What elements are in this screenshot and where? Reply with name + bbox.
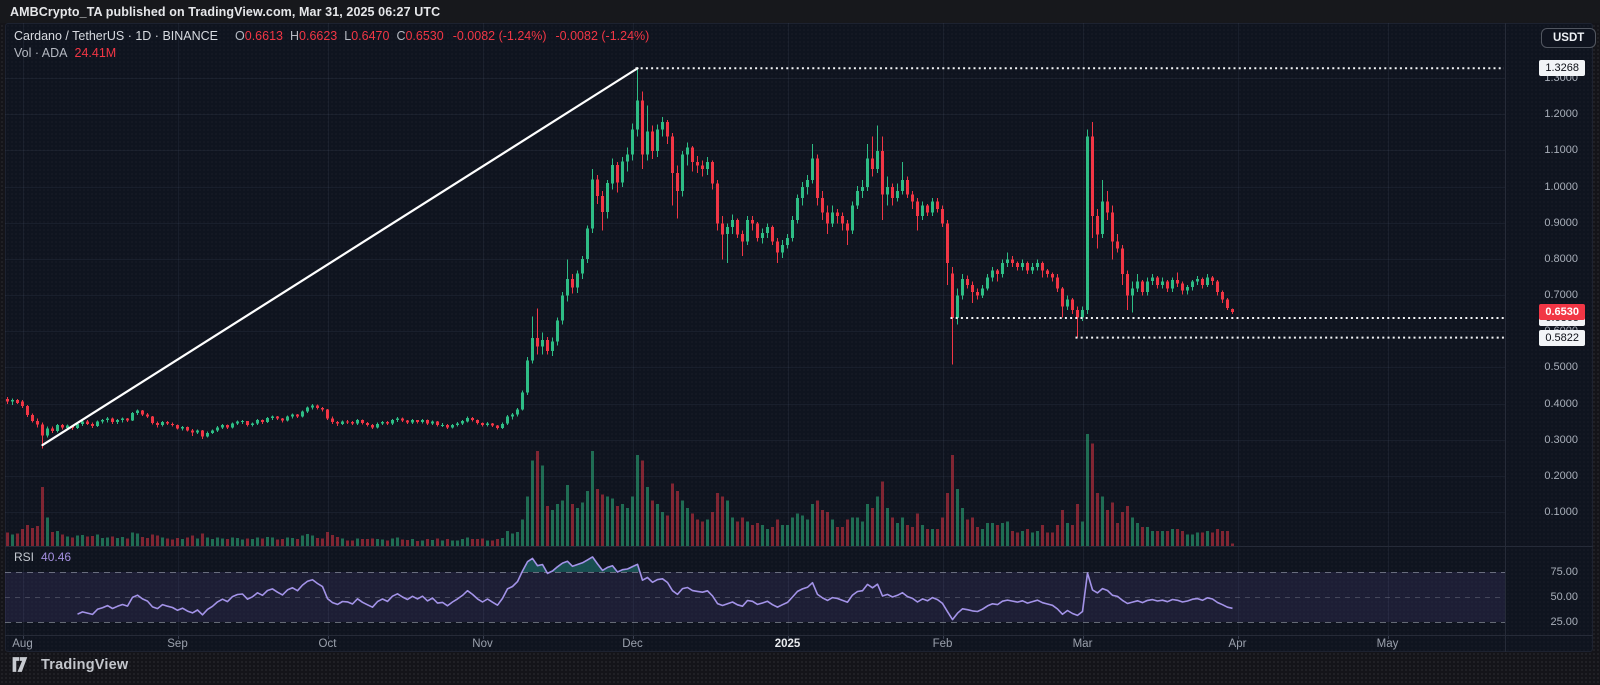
- month-label: 2025: [774, 638, 801, 650]
- high-label: H: [289, 29, 300, 43]
- price-tick-label: 0.3000: [1544, 434, 1578, 446]
- close-value: 0.6530: [405, 29, 444, 43]
- month-label: Aug: [12, 638, 33, 650]
- price-tick-label: 1.2000: [1544, 108, 1578, 120]
- month-label: Apr: [1228, 638, 1247, 650]
- rsi-tick-label: 50.00: [1550, 591, 1578, 603]
- month-label: Mar: [1072, 638, 1093, 650]
- price-tick-label: 0.8000: [1544, 253, 1578, 265]
- volume-legend: Vol · ADA 24.41M: [14, 46, 116, 60]
- month-label: Sep: [167, 638, 188, 650]
- tradingview-logo-icon: [12, 657, 28, 672]
- attribution-text: AMBCrypto_TA published on TradingView.co…: [10, 4, 441, 19]
- footer-brand-bar: TradingView: [12, 656, 128, 673]
- price-tick-label: 0.9000: [1544, 217, 1578, 229]
- open-value: 0.6613: [244, 29, 283, 43]
- open-label: O: [235, 29, 245, 43]
- price-tick-label: 0.2000: [1544, 470, 1578, 482]
- rsi-legend: RSI 40.46: [14, 550, 71, 564]
- price-level-label: 1.3268: [1539, 60, 1585, 76]
- low-value: 0.6470: [351, 29, 390, 43]
- low-label: L: [344, 29, 352, 43]
- rsi-value: 40.46: [41, 550, 72, 564]
- price-level-label: 0.5822: [1539, 330, 1585, 346]
- month-label: May: [1376, 638, 1399, 650]
- price-tick-label: 0.1000: [1544, 506, 1578, 518]
- symbol-title: Cardano / TetherUS · 1D · BINANCE: [14, 29, 219, 43]
- change-value: -0.0082 (-1.24%): [452, 29, 547, 43]
- month-label: Dec: [622, 638, 643, 650]
- high-value: 0.6623: [299, 29, 338, 43]
- currency-toggle-button[interactable]: USDT: [1541, 28, 1597, 48]
- volume-value: 24.41M: [74, 46, 117, 60]
- price-tick-label: 0.4000: [1544, 398, 1578, 410]
- close-label: C: [396, 29, 406, 43]
- price-tick-label: 0.7000: [1544, 289, 1578, 301]
- current-price-label: 0.6530: [1539, 304, 1585, 320]
- footer-brand-text[interactable]: TradingView: [41, 656, 129, 673]
- rsi-tick-label: 75.00: [1550, 566, 1578, 578]
- rsi-tick-label: 25.00: [1550, 616, 1578, 628]
- attribution-bar: AMBCrypto_TA published on TradingView.co…: [0, 0, 1600, 23]
- month-label: Feb: [932, 638, 953, 650]
- volume-label: Vol · ADA: [14, 46, 68, 60]
- month-label: Nov: [472, 638, 493, 650]
- price-tick-label: 1.0000: [1544, 181, 1578, 193]
- price-tick-label: 1.1000: [1544, 144, 1578, 156]
- month-label: Oct: [318, 638, 337, 650]
- price-tick-label: 0.5000: [1544, 361, 1578, 373]
- rsi-label: RSI: [14, 550, 35, 564]
- symbol-legend: Cardano / TetherUS · 1D · BINANCE O0.6613…: [14, 29, 649, 43]
- change-percent-value: -0.0082 (-1.24%): [555, 29, 650, 43]
